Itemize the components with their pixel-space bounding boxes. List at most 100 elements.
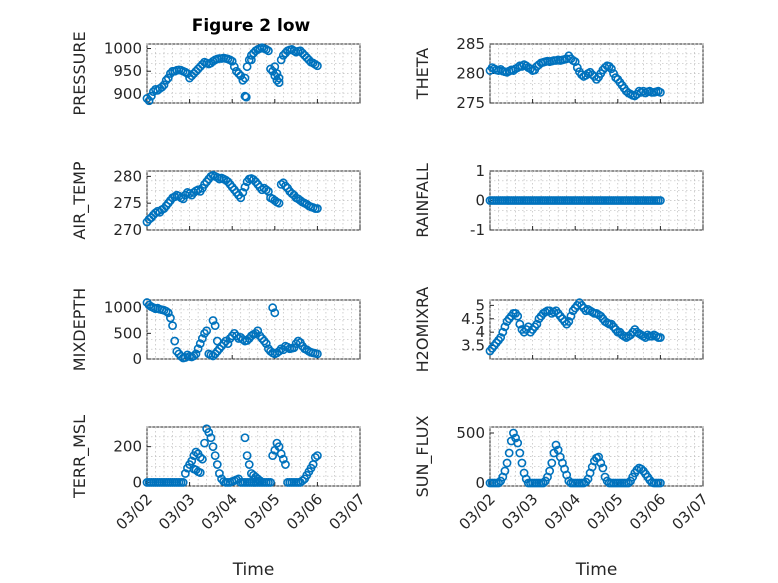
- y-tick-label: 0: [475, 192, 485, 210]
- y-tick-label: 200: [113, 438, 142, 456]
- x-tick-label: 03/07: [669, 490, 712, 533]
- data-point: [312, 204, 322, 213]
- y-axis-label: AIR_TEMP: [70, 161, 90, 239]
- data-point: [281, 181, 290, 191]
- data-point: [144, 96, 154, 106]
- panel-mixdepth: 0 500 1000 MIXDEPTH: [70, 288, 361, 371]
- data-point: [630, 91, 640, 101]
- data-point: [241, 92, 251, 102]
- y-tick-label: 5: [475, 296, 485, 314]
- data-point: [274, 198, 284, 208]
- data-point: [596, 458, 606, 468]
- data-point: [274, 78, 284, 87]
- x-tick-label: 03/05: [583, 490, 626, 533]
- data-point: [212, 336, 222, 346]
- data-point: [566, 311, 576, 321]
- data-point: [268, 451, 278, 461]
- data-point: [253, 326, 263, 336]
- data-point: [636, 464, 646, 474]
- data-point: [161, 75, 171, 85]
- data-point: [163, 308, 173, 318]
- data-point: [168, 321, 177, 331]
- data-point: [607, 64, 616, 74]
- data-point: [500, 322, 510, 332]
- data-point: [270, 71, 280, 81]
- data-point: [210, 451, 220, 461]
- data-point: [502, 458, 512, 468]
- panel-rainfall: -1 0 1 RAINFALL: [413, 162, 704, 239]
- data-point: [191, 349, 201, 359]
- data-point: [598, 463, 608, 473]
- y-tick-label: 280: [113, 167, 142, 185]
- data-point: [240, 182, 250, 192]
- data-point: [312, 61, 322, 71]
- x-tick-label: 03/03: [155, 490, 198, 533]
- data-point: [532, 319, 542, 329]
- data-point: [268, 303, 278, 313]
- y-tick-label: 280: [456, 65, 485, 83]
- y-axis-label: TERR_MSL: [70, 415, 90, 499]
- y-tick-label: 1000: [104, 299, 142, 317]
- data-point: [163, 73, 173, 83]
- data-point: [515, 319, 525, 329]
- y-tick-label: 285: [456, 35, 485, 53]
- data-point: [159, 80, 169, 90]
- data-point: [242, 451, 252, 461]
- y-tick-label: 4: [475, 323, 485, 341]
- data-point: [193, 185, 203, 195]
- y-tick-label: 270: [113, 221, 142, 239]
- data-point: [656, 333, 665, 342]
- data-point: [266, 478, 275, 487]
- panel-pressure: 900 950 1000 PRESSURE: [70, 31, 361, 116]
- data-point: [161, 306, 171, 316]
- data-point: [276, 55, 286, 65]
- data-point: [253, 474, 263, 484]
- data-point: [255, 476, 265, 486]
- data-point: [206, 433, 216, 443]
- data-point: [547, 458, 557, 468]
- y-axis-label: MIXDEPTH: [70, 288, 89, 371]
- data-point: [146, 91, 156, 101]
- data-point: [517, 458, 527, 468]
- data-point: [511, 433, 520, 443]
- x-tick-label: 03/04: [541, 490, 584, 533]
- y-tick-label: 0: [132, 473, 142, 491]
- data-point: [494, 478, 503, 488]
- data-point: [515, 448, 525, 458]
- panel-h2omixra: 3.544.55 H2OMIXRA: [413, 287, 704, 372]
- data-point: [183, 69, 192, 78]
- data-point: [240, 73, 250, 83]
- data-point: [513, 438, 523, 448]
- data-point: [200, 438, 209, 448]
- figure-title: Figure 2 low: [192, 16, 311, 36]
- y-tick-label: 3.5: [461, 337, 485, 355]
- x-tick-label: 03/05: [240, 490, 283, 533]
- data-point: [498, 327, 508, 337]
- data-point: [195, 452, 205, 462]
- x-tick-label: 03/03: [498, 490, 541, 533]
- x-tick-label: 03/07: [326, 490, 369, 533]
- data-point: [195, 468, 205, 477]
- x-tick-label: 03/04: [198, 490, 241, 533]
- data-point: [236, 71, 246, 81]
- data-point: [249, 175, 258, 184]
- data-point: [210, 321, 220, 331]
- data-point: [212, 460, 222, 469]
- data-point: [180, 469, 190, 478]
- data-point: [266, 64, 275, 74]
- y-tick-label: 275: [113, 194, 142, 212]
- data-point: [166, 313, 175, 323]
- data-point: [261, 339, 271, 349]
- data-point: [500, 466, 510, 476]
- data-point: [246, 55, 256, 65]
- data-point: [170, 336, 180, 346]
- y-tick-label: 0: [132, 350, 142, 368]
- data-point: [656, 478, 665, 488]
- y-tick-label: 950: [113, 62, 142, 80]
- data-point: [264, 46, 273, 56]
- y-tick-label: 500: [113, 324, 142, 342]
- data-point: [236, 193, 246, 203]
- x-tick-label: 03/02: [113, 490, 156, 533]
- panel-theta: 275 280 285 THETA: [413, 35, 704, 112]
